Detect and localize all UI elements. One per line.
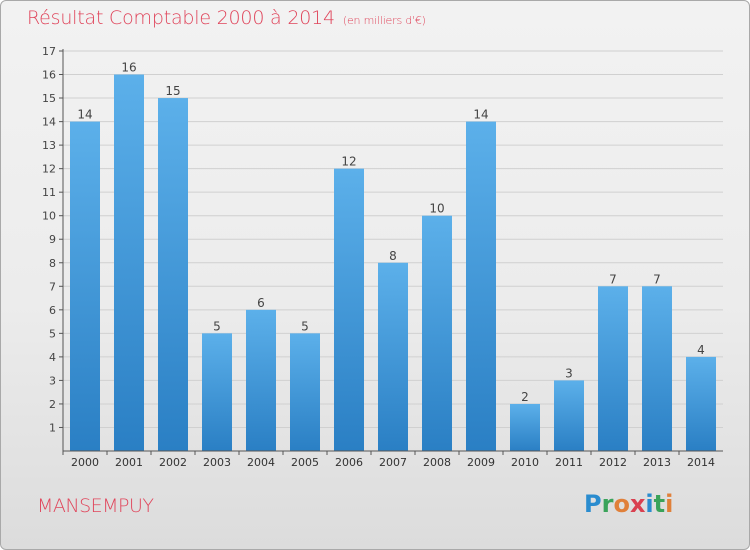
y-tick-label: 10 (42, 210, 56, 223)
bars (70, 74, 716, 452)
x-tick-label: 2010 (511, 456, 539, 469)
x-tick-label: 2006 (335, 456, 363, 469)
chart-subtitle: (en milliers d'€) (342, 14, 426, 27)
bar-2008 (422, 215, 452, 451)
bar-2011 (554, 380, 584, 451)
y-tick-label: 15 (42, 92, 56, 105)
y-tick-label: 17 (42, 45, 56, 58)
value-label: 15 (165, 84, 180, 98)
logo-letter: x (629, 490, 646, 518)
bar-2000 (70, 121, 100, 452)
value-label: 5 (213, 319, 221, 333)
x-tick-label: 2012 (599, 456, 627, 469)
logo-letter: i (665, 490, 674, 518)
logo-letter: t (653, 490, 666, 518)
value-label: 2 (521, 390, 529, 404)
bar-2005 (290, 333, 320, 451)
bar-2009 (466, 121, 496, 452)
value-labels: 14 16 15 5 6 5 12 8 10 14 2 3 7 7 4 (77, 61, 704, 404)
value-label: 14 (473, 108, 488, 122)
y-tick-label: 2 (49, 398, 56, 411)
y-tick-label: 4 (49, 351, 56, 364)
y-tick-label: 13 (42, 139, 56, 152)
bar-2001 (114, 74, 144, 451)
y-tick-label: 9 (49, 233, 56, 246)
y-tick-label: 3 (49, 374, 56, 387)
y-tick-label: 12 (42, 163, 56, 176)
x-tick-label: 2000 (71, 456, 99, 469)
value-label: 7 (609, 272, 617, 286)
value-label: 3 (565, 366, 573, 380)
x-tick-label: 2004 (247, 456, 275, 469)
proxiti-logo: Proxiti (584, 490, 673, 518)
x-tick-label: 2003 (203, 456, 231, 469)
bar-2006 (334, 168, 364, 451)
x-tick-label: 2011 (555, 456, 583, 469)
x-tick-label: 2014 (687, 456, 715, 469)
value-label: 5 (301, 319, 309, 333)
y-tick-label: 5 (49, 327, 56, 340)
y-tick-label: 6 (49, 304, 56, 317)
logo-letter: r (601, 490, 614, 518)
y-tick-label: 1 (49, 421, 56, 434)
x-tick-label: 2009 (467, 456, 495, 469)
x-tick-label: 2013 (643, 456, 671, 469)
axes (62, 49, 723, 452)
value-label: 4 (697, 343, 705, 357)
bar-2012 (598, 286, 628, 451)
chart-title-text: Résultat Comptable 2000 à 2014 (27, 7, 335, 29)
logo-letter: i (645, 490, 654, 518)
value-label: 7 (653, 272, 661, 286)
bar-2014 (686, 356, 716, 451)
logo-letter: o (613, 490, 630, 518)
bar-2010 (510, 403, 540, 451)
value-label: 12 (341, 155, 356, 169)
value-label: 14 (77, 108, 92, 122)
value-label: 16 (121, 61, 136, 75)
value-label: 6 (257, 296, 265, 310)
x-tick-label: 2002 (159, 456, 187, 469)
bar-2007 (378, 262, 408, 451)
x-tick-label: 2008 (423, 456, 451, 469)
logo-letter: P (584, 490, 602, 518)
y-tick-label: 14 (42, 116, 56, 129)
bar-2004 (246, 309, 276, 451)
y-tick-label: 7 (49, 280, 56, 293)
value-label: 10 (429, 202, 444, 216)
x-tick-label: 2001 (115, 456, 143, 469)
bar-2003 (202, 333, 232, 451)
commune-name: MANSEMPUY (37, 495, 154, 517)
chart-title: Résultat Comptable 2000 à 2014 (en millie… (27, 7, 426, 29)
y-tick-label: 8 (49, 257, 56, 270)
x-tick-label: 2005 (291, 456, 319, 469)
bar-2013 (642, 286, 672, 451)
y-tick-label: 11 (42, 186, 56, 199)
bar-2002 (158, 98, 188, 451)
value-label: 8 (389, 249, 397, 263)
x-tick-label: 2007 (379, 456, 407, 469)
x-ticks: 2000 2001 2002 2003 2004 2005 2006 2007 2008 2009… (62, 451, 715, 469)
y-tick-label: 16 (42, 69, 56, 82)
